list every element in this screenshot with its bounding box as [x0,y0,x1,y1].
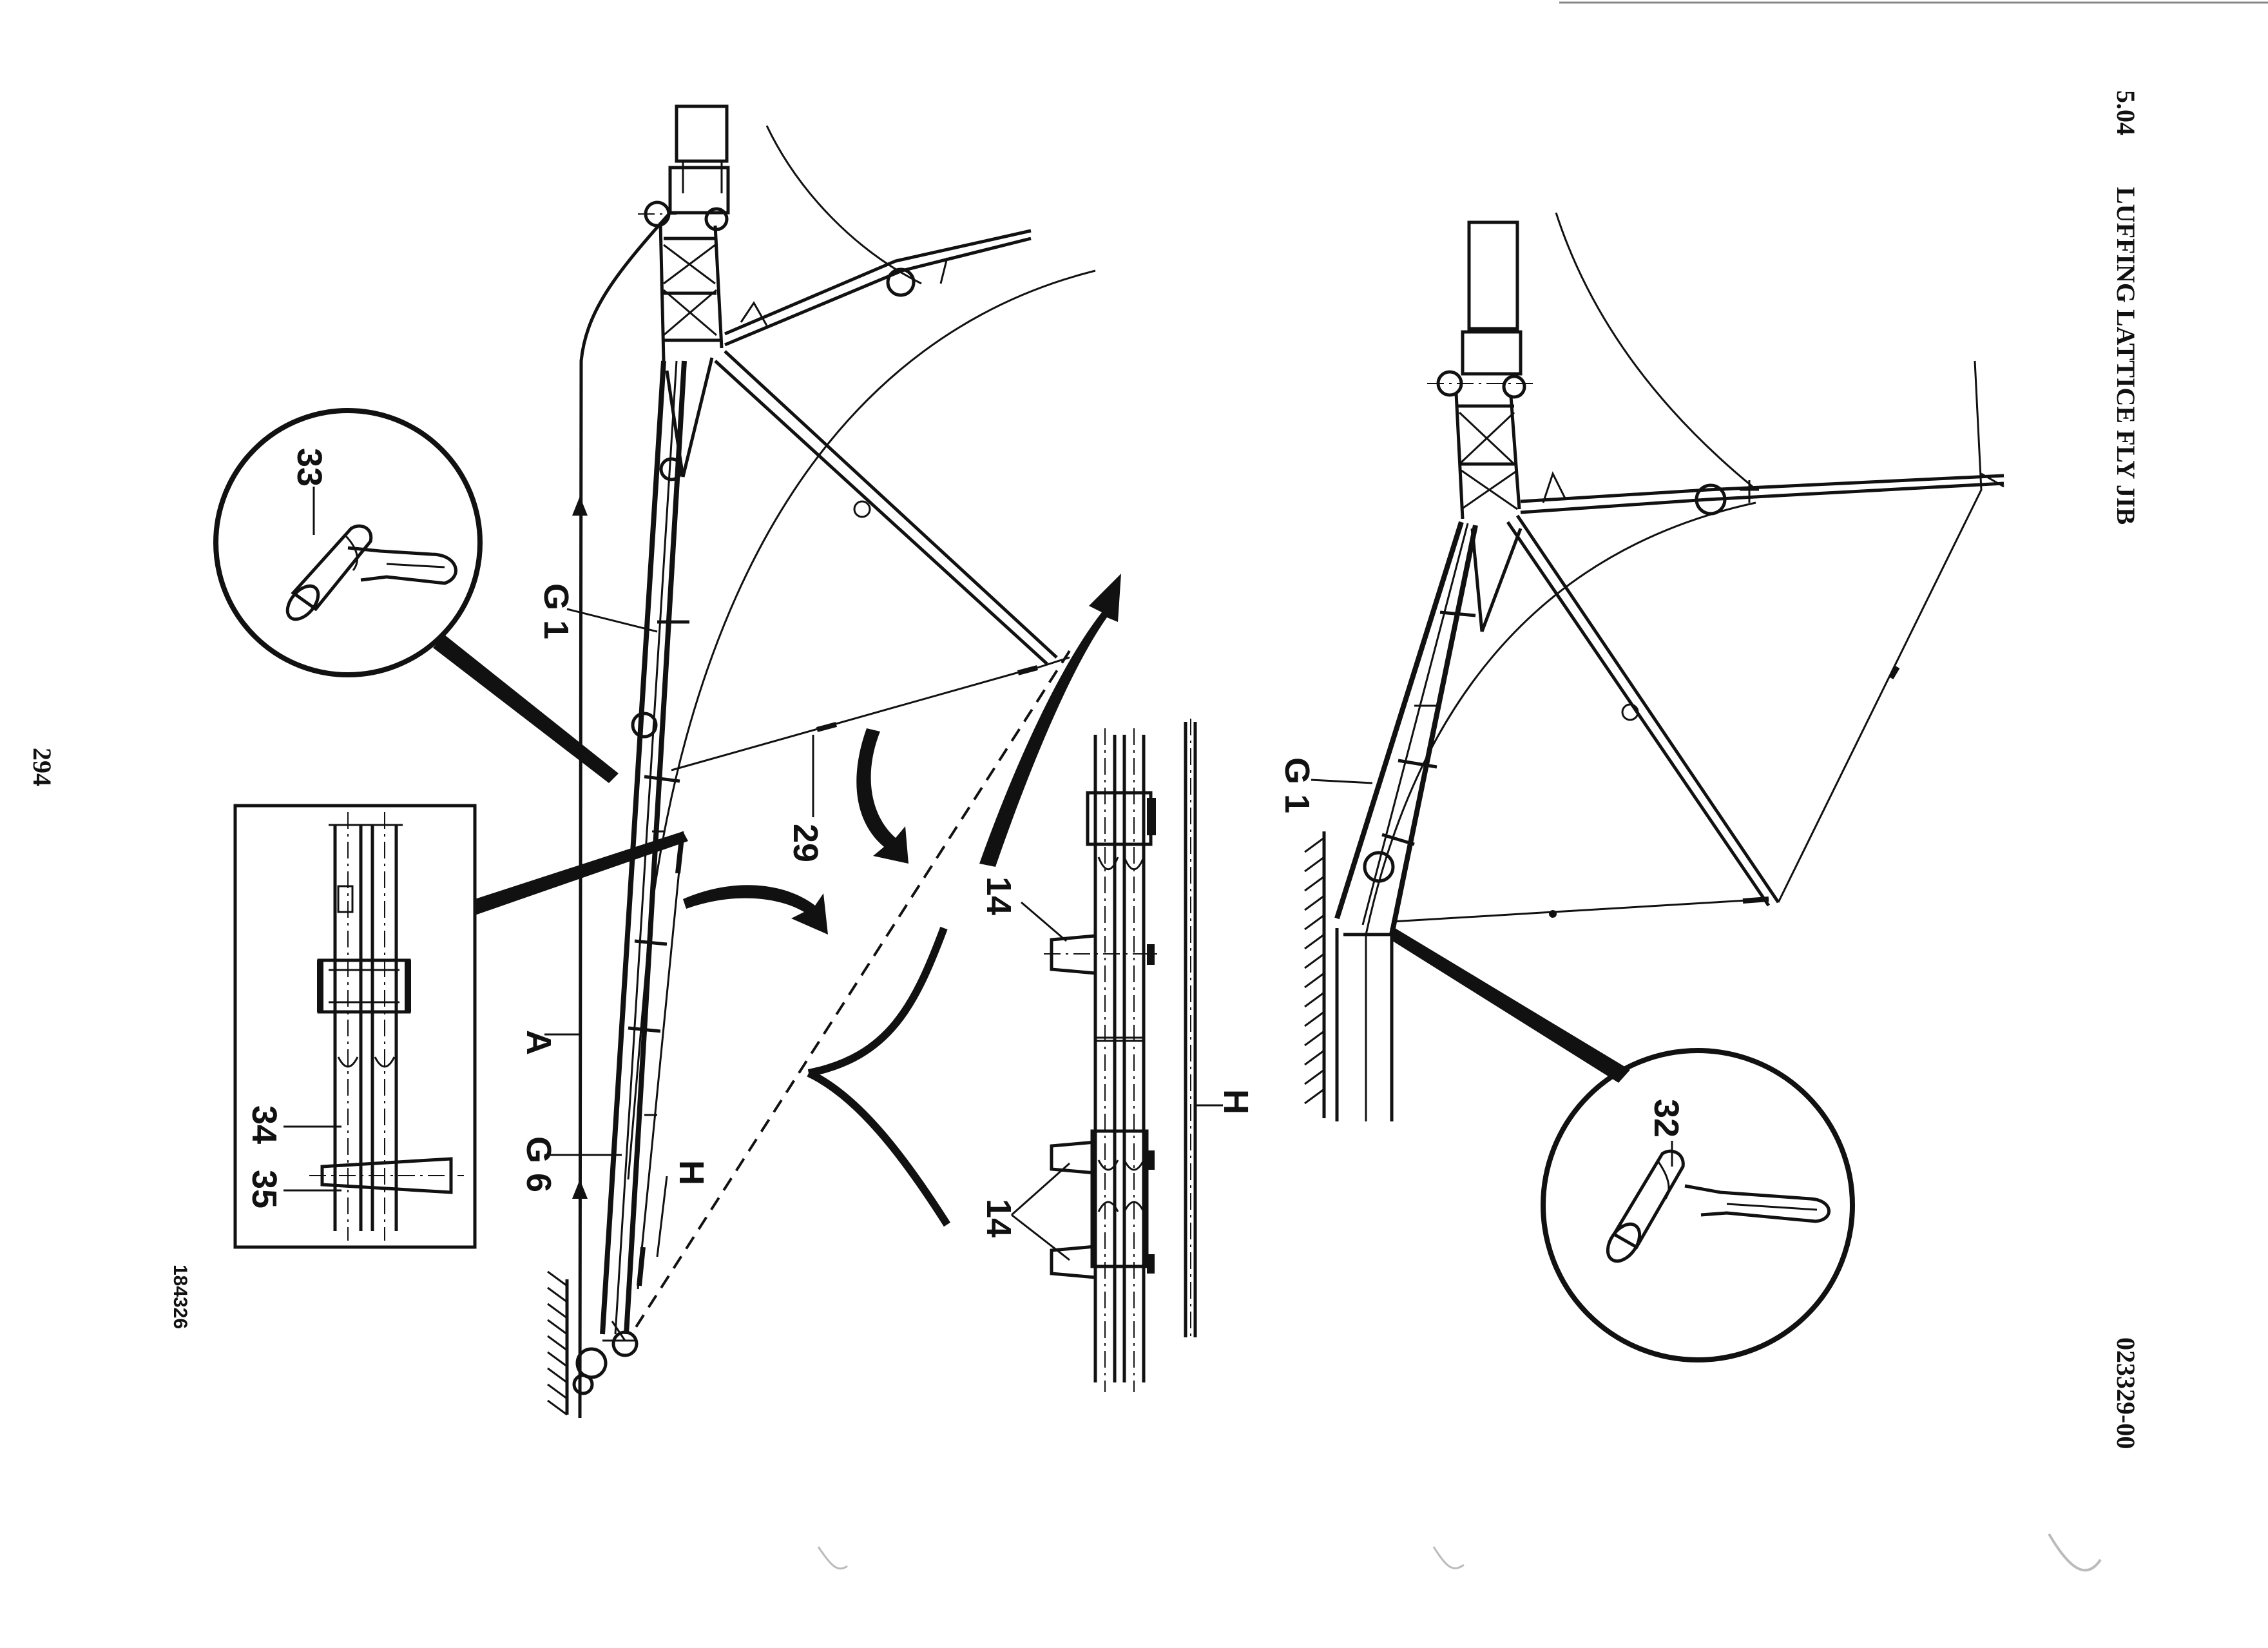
dashed-swing-line [630,650,1071,1335]
guy-rods-left [665,350,1058,665]
bolt-32-icon [1606,1149,1685,1263]
detail-box-34-35: 34 35 [233,804,688,1249]
page-number: 294 [28,748,57,786]
label-34: 34 [245,1105,284,1144]
label-14-top: 14 [979,877,1018,915]
leader-g1-right [1311,779,1373,784]
detail-box-pointer [475,831,688,915]
label-g1-right: G 1 [1278,757,1316,813]
luffing-strut-right [1520,472,2004,516]
label-14-bottom: 14 [979,1199,1018,1237]
ground-hatch-right [1304,831,1326,1118]
main-boom-left [638,104,730,231]
strut-rope-right [1777,360,1983,903]
main-boom-right [1427,220,1533,399]
ground-hatch-left [547,1270,569,1416]
callout-32: 32 [1390,928,1855,1362]
section-number: 5.04 [2111,90,2140,135]
left-figure: G 1 A G 6 H 29 [519,104,1121,1419]
right-figure: G 1 [1278,212,2004,1121]
bolt-33-icon [285,524,373,621]
wing-arcs-left [807,926,951,1227]
label-35: 35 [245,1170,284,1208]
drawing-code: 023329-00 [2111,1337,2140,1449]
label-h-left: H [672,1160,711,1185]
label-29: 29 [786,824,825,862]
arc-right-1 [1555,212,1753,488]
jib-foot-left [572,1321,639,1395]
label-g1: G 1 [537,583,575,639]
scan-marks [817,1533,2102,1572]
swing-arrow-icon [683,885,828,935]
callout-32-pointer [1390,928,1630,1083]
label-g6: G 6 [519,1136,558,1192]
detail-strip: H 14 14 [979,719,1255,1392]
label-33: 33 [290,448,329,487]
jib-head-left [658,222,768,362]
page-header: 5.04 LUFFING LATTICE FLY JIB 023329-00 [2111,90,2140,1449]
clip-32-icon [1684,1184,1831,1223]
reference-line-a [572,211,671,1419]
turn-arrow-icon [856,728,908,864]
label-32: 32 [1647,1099,1686,1138]
fly-jib-lattice-left [600,360,689,1335]
arc-left-1 [765,125,922,285]
guy-rods-right [1470,514,1780,907]
leader-14-top [1021,901,1067,942]
clip-33-icon [347,546,457,585]
luffing-strut-left [724,229,1032,347]
jib-head-right [1454,393,1567,519]
rope-right [1391,897,1769,923]
raise-arrow-icon [979,574,1121,867]
label-h-strip: H [1216,1089,1255,1114]
leader-h [656,1176,668,1257]
curved-arrows-left [683,574,1121,935]
figure-number: 184326 [169,1265,191,1329]
arc-right-2 [1365,501,1756,935]
fly-jib-lattice-right [1334,521,1478,935]
callout-33: 33 [213,408,619,783]
arc-left-2 [627,269,1096,1180]
label-g1-left: G 1 [537,583,658,639]
callout-33-pointer [433,635,619,783]
leader-14-bottom [1011,1162,1070,1261]
jib-foot-right [1335,928,1394,1121]
rope-marker-right [1888,665,1900,680]
page-title: LUFFING LATTICE FLY JIB [2111,187,2140,525]
